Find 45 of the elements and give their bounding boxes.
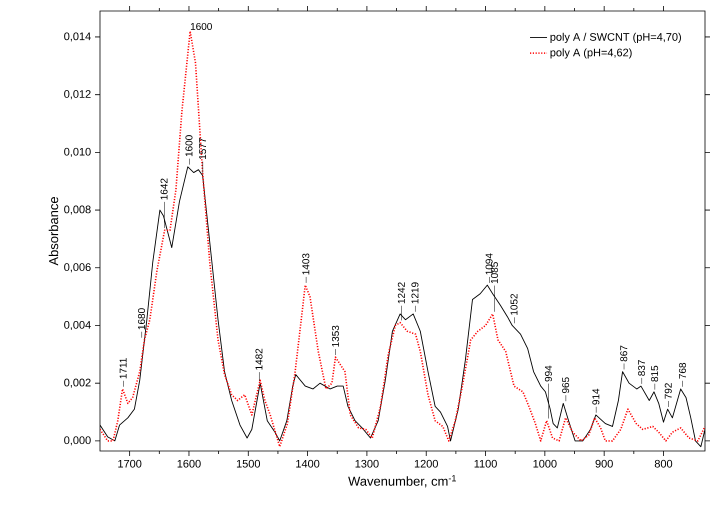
- annotation: 768: [678, 362, 686, 379]
- annotation: 1085: [490, 262, 498, 284]
- line-series: [100, 30, 705, 448]
- annotation: 837: [638, 360, 646, 376]
- x-tick-label: 1100: [474, 460, 497, 468]
- annotation: 1242: [398, 282, 405, 304]
- annotation: 1052: [510, 294, 518, 315]
- annotation: 815: [651, 366, 658, 382]
- annotation: 1094: [486, 253, 493, 274]
- x-tick-label: 1300: [356, 460, 379, 468]
- x-tick-label: 1600: [178, 460, 201, 468]
- annotation: 1642: [160, 178, 168, 200]
- annotation: 1600: [185, 135, 192, 156]
- legend-label: poly A / SWCNT (pH=4,70): [550, 32, 681, 43]
- x-tick-label: 1200: [414, 460, 438, 468]
- y-tick-label: 0,002: [64, 378, 91, 388]
- annotation: 1680: [138, 308, 146, 330]
- annotation: 1353: [332, 326, 339, 347]
- y-tick-label: 0,008: [64, 206, 91, 215]
- y-tick-label: 0,012: [64, 90, 91, 100]
- annotation: 1219: [411, 282, 418, 304]
- x-tick-label: 1700: [118, 460, 142, 468]
- annotation: 965: [562, 377, 570, 394]
- y-tick-label: 0,006: [64, 263, 91, 272]
- x-tick-label: 1500: [236, 460, 260, 468]
- y-tick-label: 0,004: [64, 320, 91, 330]
- x-tick-label: 900: [596, 460, 613, 468]
- annotation: 994: [544, 366, 552, 382]
- annotation: 1711: [120, 358, 127, 378]
- legend-label: poly A (pH=4,62): [550, 48, 632, 59]
- y-tick-label: 0,010: [64, 148, 91, 157]
- x-axis-title: Wavenumber, cm$^{-1}$: [348, 475, 456, 488]
- annotation: 1600: [190, 22, 212, 30]
- x-tick-label: 1000: [533, 460, 557, 468]
- annotation: 914: [592, 388, 600, 405]
- annotation: 1577: [199, 138, 206, 160]
- annotation: 792: [664, 383, 672, 399]
- annotation: 867: [620, 346, 628, 362]
- y-tick-label: 0,000: [64, 436, 91, 446]
- annotation: 1482: [255, 348, 262, 370]
- annotation: 1403: [302, 254, 310, 274]
- y-axis-title: Absorbance: [48, 197, 58, 266]
- x-tick-label: 800: [654, 460, 672, 468]
- x-tick-label: 1400: [296, 460, 320, 468]
- y-tick-label: 0,014: [64, 32, 91, 42]
